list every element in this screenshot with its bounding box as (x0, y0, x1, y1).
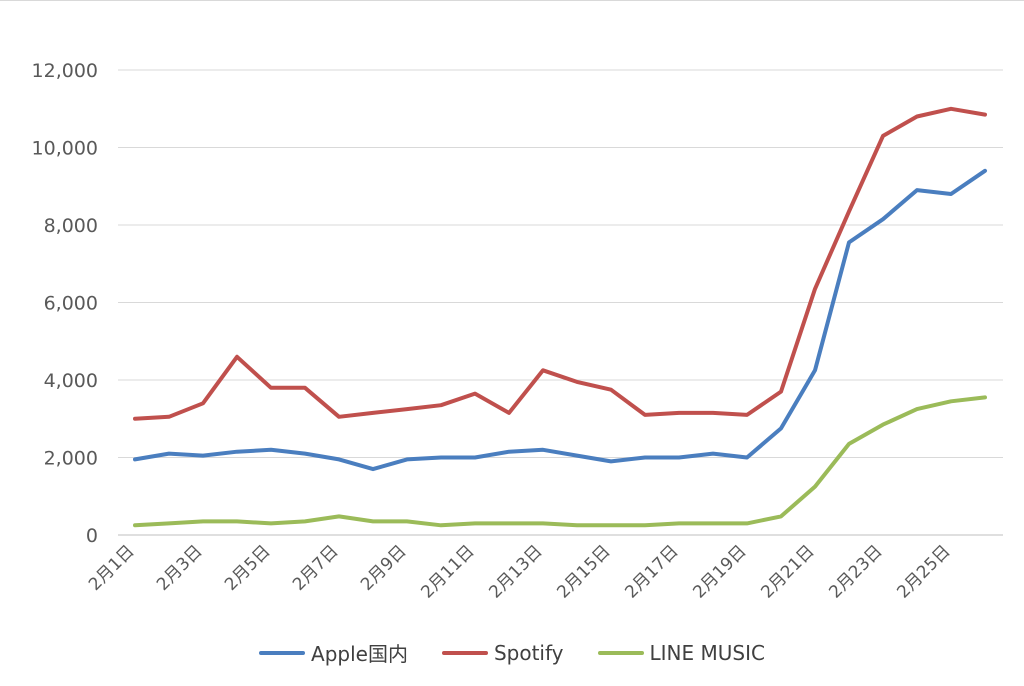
legend-item: LINE MUSIC (597, 640, 765, 665)
x-tick-label: 2月17日 (621, 541, 682, 602)
legend-swatch (259, 650, 306, 655)
x-tick-label: 2月15日 (553, 541, 614, 602)
x-tick-label: 2月5日 (221, 541, 274, 594)
chart-frame-border (0, 0, 1024, 1)
x-tick-label: 2月19日 (689, 541, 750, 602)
legend-item: Spotify (441, 640, 564, 665)
chart-legend: Apple国内 Spotify LINE MUSIC (0, 638, 1024, 667)
legend-label: Apple国内 (311, 642, 408, 666)
y-tick-label: 12,000 (32, 60, 98, 82)
series-line-apple (133, 168, 987, 472)
series-line-line-music (133, 395, 987, 528)
x-tick-label: 2月21日 (757, 541, 818, 602)
x-tick-label: 2月3日 (153, 541, 206, 594)
x-tick-label: 2月7日 (289, 541, 342, 594)
series-line-spotify (133, 106, 987, 421)
legend-swatch (441, 650, 488, 655)
x-tick-label: 2月1日 (85, 541, 138, 594)
legend-label: Spotify (493, 640, 564, 665)
y-tick-label: 4,000 (44, 370, 98, 392)
x-tick-label: 2月23日 (825, 541, 886, 602)
y-tick-label: 6,000 (44, 293, 98, 315)
y-tick-label: 8,000 (44, 215, 98, 237)
x-tick-label: 2月9日 (357, 541, 410, 594)
y-tick-label: 10,000 (32, 138, 98, 160)
y-tick-label: 0 (86, 525, 98, 547)
legend-swatch (597, 650, 644, 655)
x-tick-label: 2月11日 (417, 541, 478, 602)
x-tick-label: 2月13日 (485, 541, 546, 602)
plot-area: 0 2,000 4,000 6,000 8,000 10,000 12,000 2月1日 2月3… (32, 60, 1003, 603)
legend-item: Apple国内 (259, 638, 408, 667)
legend-label: LINE MUSIC (649, 640, 765, 665)
y-tick-label: 2,000 (44, 448, 98, 470)
x-tick-label: 2月25日 (893, 541, 954, 602)
